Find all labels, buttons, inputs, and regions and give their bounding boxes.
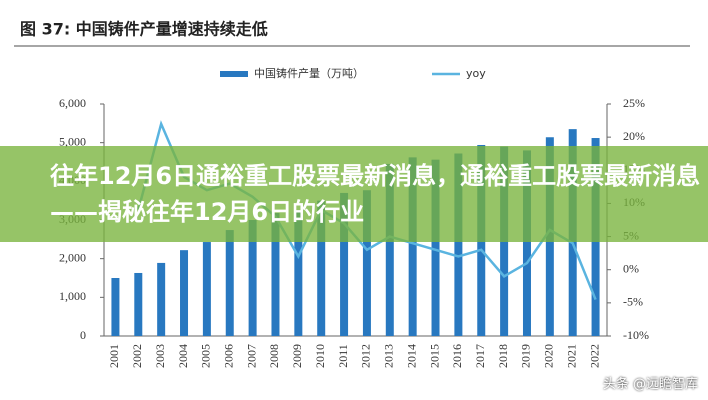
banner: 往年12月6日通裕重工股票最新消息，通裕重工股票最新消息——揭秘往年12月6日的…: [0, 146, 708, 242]
y2-tick-label: -5%: [623, 295, 643, 309]
x-tick-label: 2013: [382, 344, 396, 368]
bar: [294, 210, 303, 336]
bar: [317, 200, 326, 336]
x-tick-label: 2008: [267, 344, 281, 368]
bar: [408, 157, 417, 336]
x-tick-label: 2018: [496, 344, 510, 368]
bar: [362, 190, 371, 336]
bar: [385, 163, 394, 336]
y-tick-label: 2,000: [59, 250, 86, 264]
bar: [271, 213, 280, 336]
x-tick-label: 2011: [336, 344, 350, 368]
x-tick-label: 2017: [473, 344, 487, 368]
bar: [111, 278, 120, 336]
bar: [157, 262, 166, 336]
x-tick-label: 2007: [244, 344, 258, 368]
banner-text: 往年12月6日通裕重工股票最新消息，通裕重工股票最新消息——揭秘往年12月6日的…: [50, 162, 701, 226]
y-tick-label: 0: [80, 328, 86, 342]
x-tick-label: 2015: [427, 344, 441, 368]
x-tick-label: 2005: [199, 344, 213, 368]
legend-swatch: [220, 71, 248, 77]
bar: [180, 250, 189, 336]
y-tick-label: 5,000: [59, 134, 86, 148]
bar: [431, 159, 440, 336]
x-tick-label: 2004: [176, 344, 190, 368]
y-tick-label: 1,000: [59, 289, 86, 303]
watermark: 头条 @远瞻智库: [602, 377, 698, 392]
x-tick-label: 2010: [313, 344, 327, 368]
x-tick-label: 2002: [130, 344, 144, 368]
x-tick-label: 2003: [153, 344, 167, 368]
y-tick-label: 6,000: [59, 96, 86, 110]
bar: [202, 242, 211, 336]
x-tick-label: 2006: [222, 344, 236, 368]
bar: [340, 192, 349, 336]
x-tick-label: 2019: [519, 344, 533, 368]
bar: [225, 230, 234, 336]
legend-label: 中国铸件产量（万吨）: [254, 66, 364, 80]
x-tick-label: 2012: [359, 344, 373, 368]
bar: [522, 150, 531, 336]
y2-tick-label: 0%: [623, 261, 639, 275]
bar: [248, 220, 257, 336]
bar: [454, 153, 463, 336]
bar: [134, 272, 143, 336]
x-tick-label: 2016: [450, 344, 464, 368]
chart-title: 图 37: 中国铸件产量增速持续走低: [20, 20, 268, 39]
x-tick-label: 2009: [290, 344, 304, 368]
x-tick-label: 2020: [542, 344, 556, 368]
y2-tick-label: 20%: [623, 129, 645, 143]
legend-label: yoy: [466, 67, 486, 80]
x-tick-label: 2022: [587, 344, 601, 368]
x-tick-label: 2021: [564, 344, 578, 368]
y2-tick-label: -10%: [623, 328, 649, 342]
x-tick-label: 2014: [404, 344, 418, 368]
y2-tick-label: 25%: [623, 96, 645, 110]
x-tick-label: 2001: [107, 344, 121, 368]
